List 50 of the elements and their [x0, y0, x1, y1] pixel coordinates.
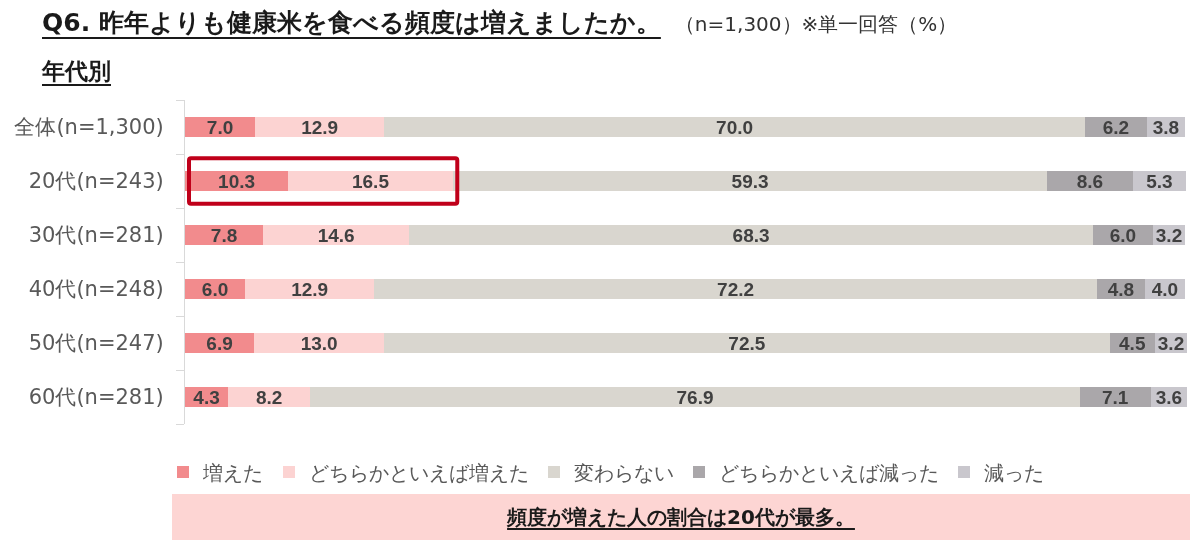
data-label: 4.3 [193, 386, 220, 408]
y-tick-label: 20代(n=243) [28, 169, 164, 194]
data-label: 68.3 [732, 224, 770, 246]
data-label: 5.3 [1146, 170, 1173, 192]
data-label: 6.0 [201, 278, 229, 300]
legend-label: 変わらない [574, 460, 674, 485]
data-label: 12.9 [291, 278, 329, 300]
y-tick-label: 40代(n=248) [28, 277, 164, 302]
bar [310, 386, 1080, 408]
data-label: 12.9 [301, 116, 339, 138]
text: （n=1,300）※単一回答（%） [674, 11, 958, 38]
bar [374, 278, 1097, 300]
data-label: 7.1 [1102, 386, 1129, 408]
data-label: 14.6 [317, 224, 355, 246]
data-label: 7.8 [210, 224, 238, 246]
data-label: 7.0 [206, 116, 234, 138]
data-label: 59.3 [731, 170, 769, 192]
data-label: 6.2 [1102, 116, 1130, 138]
data-label: 72.2 [717, 278, 755, 300]
data-label: 4.0 [1151, 278, 1179, 300]
chart-title: Q6. 昨年よりも健康米を食べる頻度は増えましたか。 [42, 7, 661, 39]
legend-label: どちらかといえば増えた [309, 460, 529, 485]
data-label: 6.0 [1109, 224, 1137, 246]
chart-subtitle: 年代別 [42, 57, 111, 86]
data-label: 8.2 [255, 386, 283, 408]
data-label: 3.2 [1157, 332, 1185, 354]
legend-label: どちらかといえば減った [719, 460, 939, 485]
data-label: 10.3 [218, 170, 256, 192]
text: 頻度が増えた人の割合は20代が最多。 [507, 505, 855, 529]
y-tick-label: 50代(n=247) [28, 331, 164, 356]
data-label: 8.6 [1076, 170, 1104, 192]
data-label: 4.5 [1119, 332, 1146, 354]
bar [384, 332, 1110, 354]
data-label: 16.5 [351, 170, 390, 192]
bar [409, 224, 1093, 246]
y-tick-label: 60代(n=281) [28, 385, 164, 410]
y-tick-label: 30代(n=281) [28, 223, 164, 248]
data-label: 76.9 [676, 386, 714, 408]
bar [384, 116, 1085, 138]
legend-label: 減った [984, 460, 1044, 485]
data-label: 3.8 [1152, 116, 1180, 138]
y-tick-label: 全体(n=1,300) [14, 115, 164, 140]
legend-label: 増えた [202, 460, 263, 485]
data-label: 3.2 [1155, 224, 1183, 246]
data-label: 13.0 [300, 332, 338, 354]
data-label: 72.5 [728, 332, 766, 354]
data-label: 6.9 [206, 332, 233, 354]
data-label: 70.0 [716, 116, 754, 138]
data-label: 3.6 [1155, 386, 1183, 408]
data-label: 4.8 [1107, 278, 1135, 300]
